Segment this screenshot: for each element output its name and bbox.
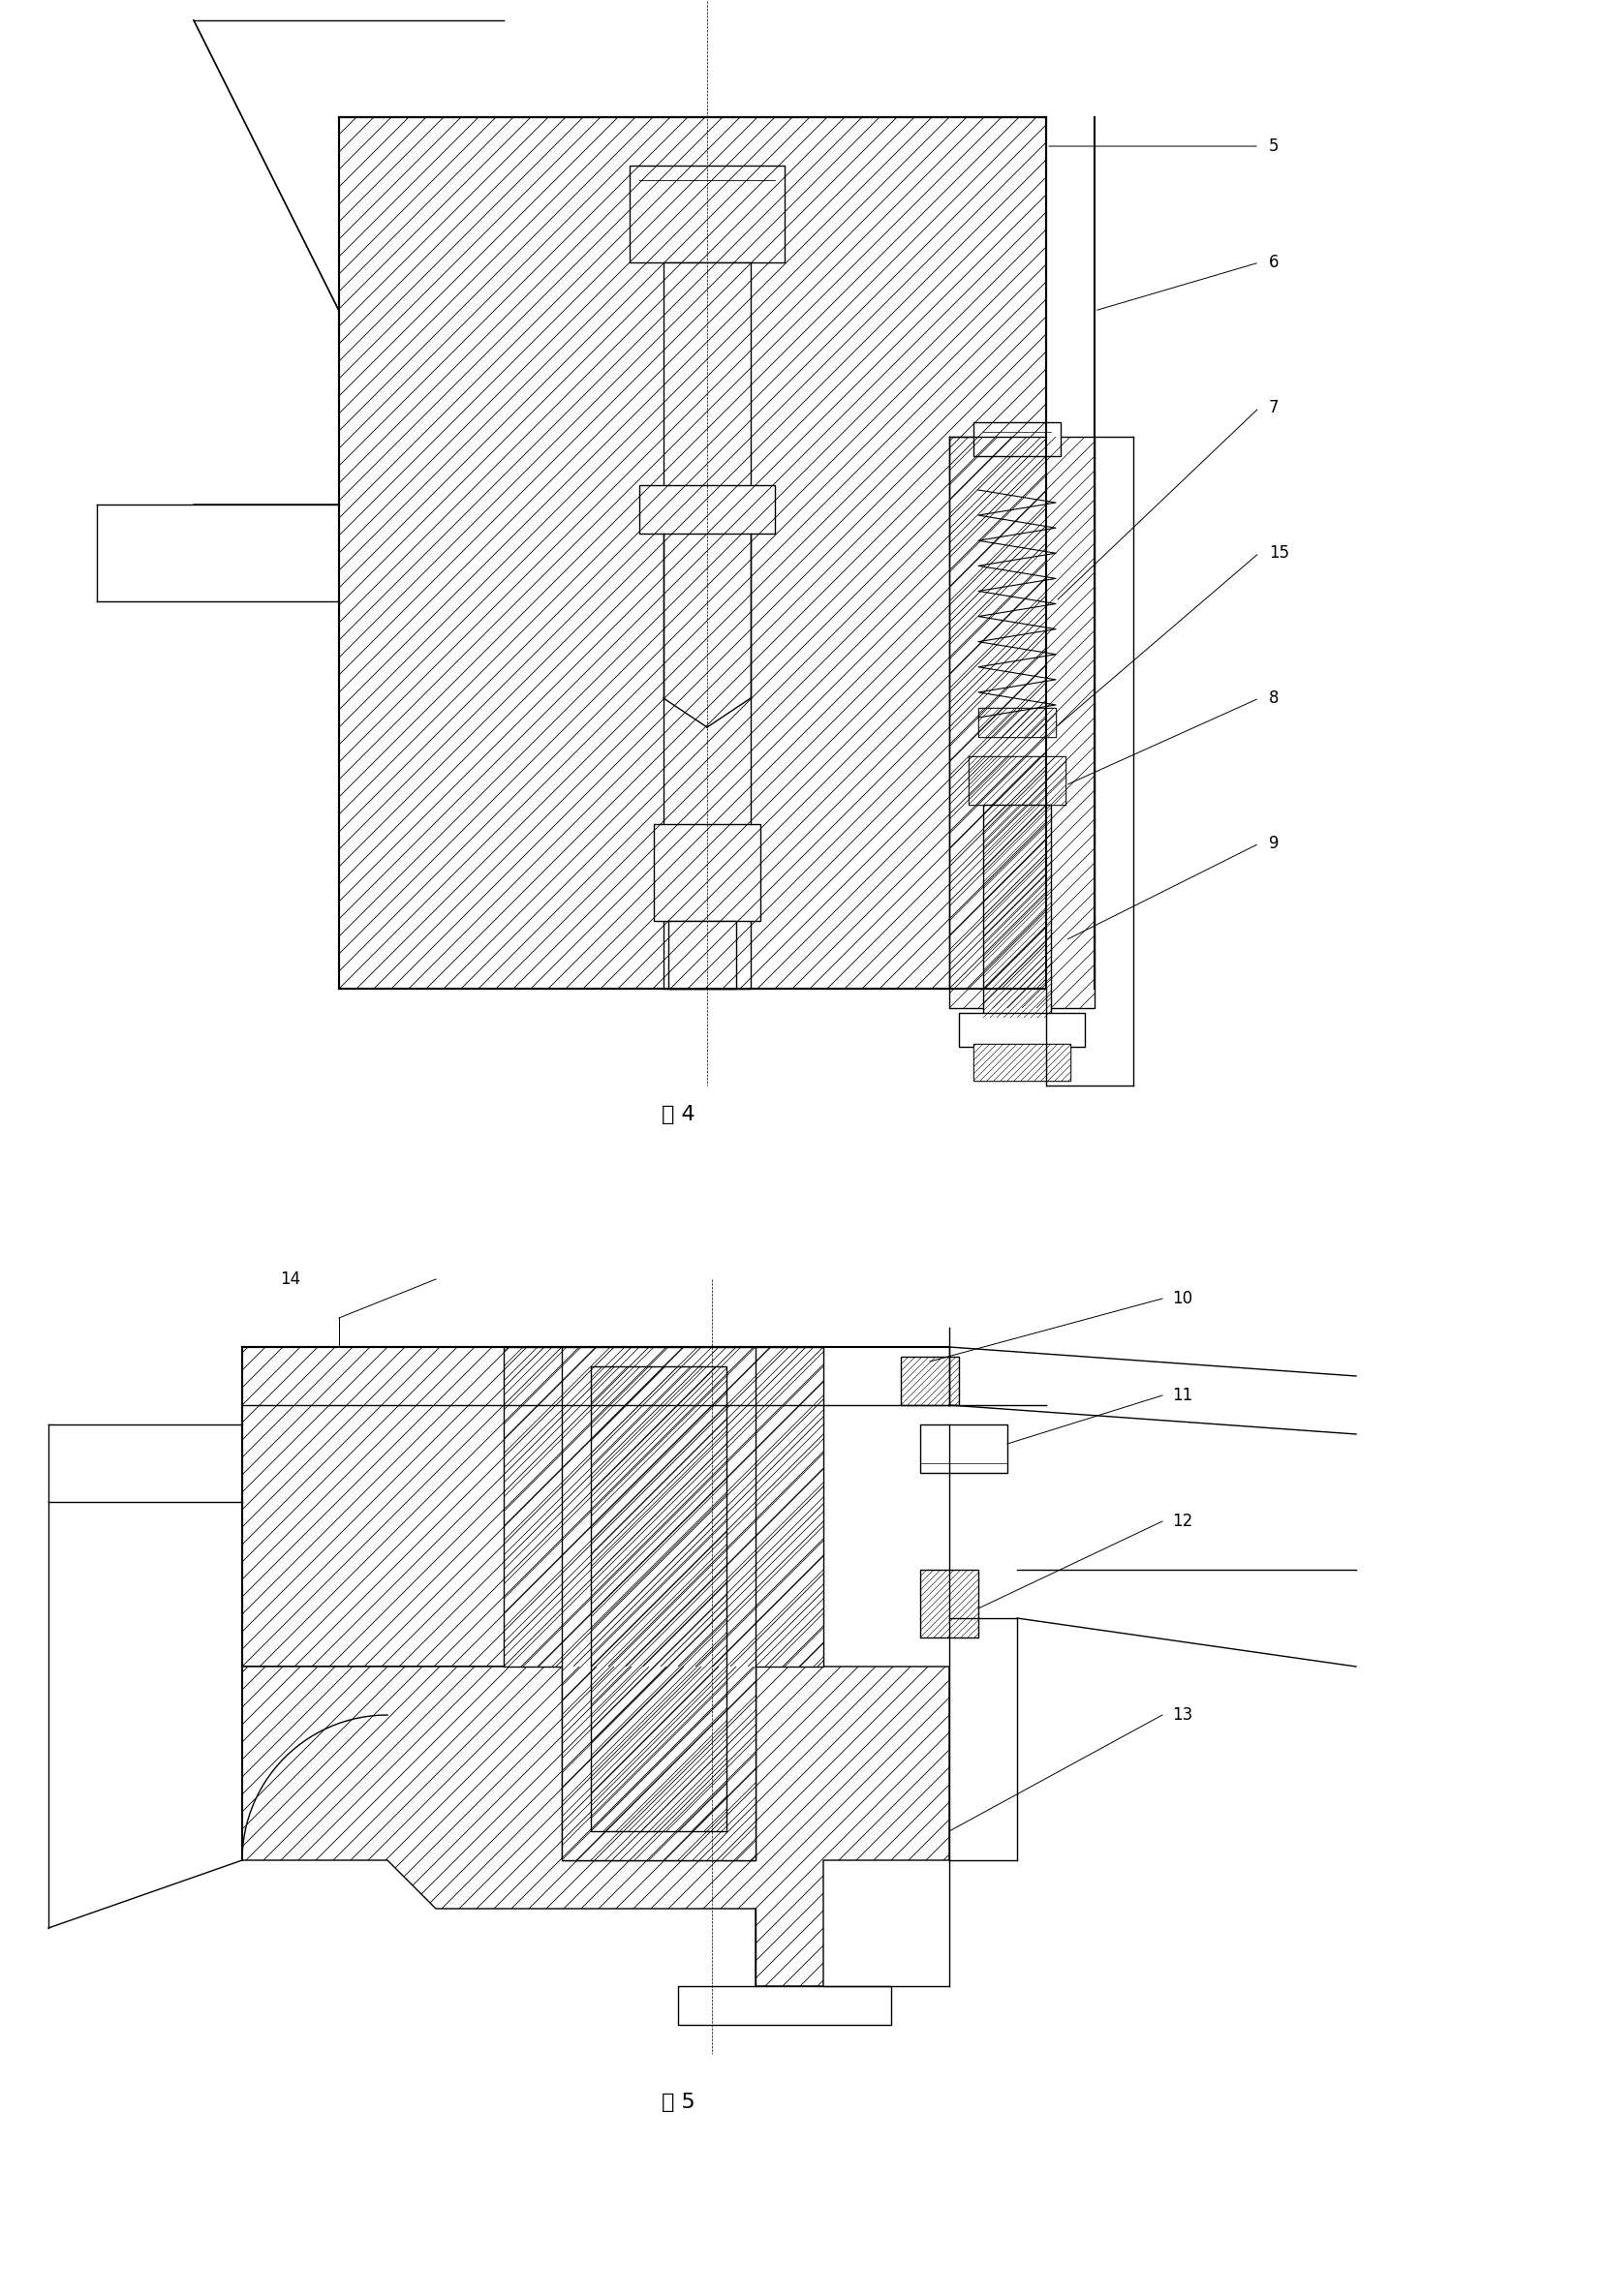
Bar xyxy=(968,755,1064,804)
Text: 13: 13 xyxy=(1172,1706,1193,1724)
Polygon shape xyxy=(591,1366,725,1832)
Bar xyxy=(977,707,1054,737)
Polygon shape xyxy=(900,1357,958,1405)
Text: 6: 6 xyxy=(1268,255,1278,271)
Bar xyxy=(973,1045,1069,1081)
Text: 8: 8 xyxy=(1268,689,1278,707)
Text: 5: 5 xyxy=(1268,138,1278,154)
Bar xyxy=(629,165,785,262)
Text: 图 5: 图 5 xyxy=(661,2092,695,2112)
Text: 14: 14 xyxy=(281,1270,300,1288)
Bar xyxy=(958,1013,1085,1047)
Bar xyxy=(663,262,750,990)
Bar xyxy=(973,422,1059,457)
Polygon shape xyxy=(973,1045,1069,1081)
Text: 11: 11 xyxy=(1172,1387,1193,1405)
Bar xyxy=(677,1986,891,2025)
Bar xyxy=(920,1424,1006,1474)
Text: 7: 7 xyxy=(1268,400,1278,416)
Polygon shape xyxy=(949,436,1095,1008)
Text: 9: 9 xyxy=(1268,836,1278,852)
Polygon shape xyxy=(920,1570,977,1637)
Bar xyxy=(668,921,735,990)
Bar xyxy=(653,824,759,921)
Polygon shape xyxy=(242,1348,823,1667)
Polygon shape xyxy=(982,804,1050,1017)
Polygon shape xyxy=(504,1348,823,1860)
Polygon shape xyxy=(339,117,1045,990)
Polygon shape xyxy=(968,755,1064,804)
Bar xyxy=(639,484,775,533)
Text: 12: 12 xyxy=(1172,1513,1193,1529)
Text: 图 4: 图 4 xyxy=(661,1104,695,1125)
Bar xyxy=(562,1348,754,1860)
Text: 15: 15 xyxy=(1268,544,1289,563)
Polygon shape xyxy=(977,707,1054,737)
Text: 10: 10 xyxy=(1172,1290,1193,1306)
Polygon shape xyxy=(242,1667,949,1986)
